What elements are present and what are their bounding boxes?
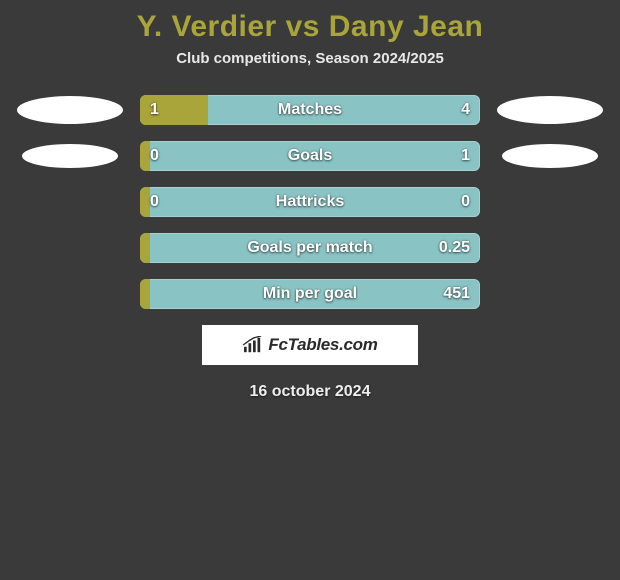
left-badge-slot (0, 234, 140, 262)
left-badge-slot (0, 280, 140, 308)
right-badge-slot (480, 234, 620, 262)
page-title: Y. Verdier vs Dany Jean (0, 0, 620, 50)
bar-right-value: 0.25 (439, 239, 470, 257)
bar-hattricks: 0 Hattricks 0 (140, 187, 480, 217)
bar-right-value: 0 (461, 193, 470, 211)
bar-goals-per-match: Goals per match 0.25 (140, 233, 480, 263)
stat-row: Goals per match 0.25 (0, 233, 620, 263)
bar-label: Goals (288, 147, 332, 165)
bar-fill (140, 233, 150, 263)
stat-row: 0 Goals 1 (0, 141, 620, 171)
bar-right-value: 4 (461, 101, 470, 119)
bar-label: Goals per match (247, 239, 372, 257)
right-badge-slot (480, 188, 620, 216)
title-text: Y. Verdier vs Dany Jean (137, 10, 484, 43)
stat-row: 1 Matches 4 (0, 95, 620, 125)
stat-row: 0 Hattricks 0 (0, 187, 620, 217)
bar-label: Hattricks (276, 193, 344, 211)
bar-goals: 0 Goals 1 (140, 141, 480, 171)
team-badge-right-2 (502, 144, 598, 168)
bar-left-value: 1 (150, 101, 159, 119)
bar-matches: 1 Matches 4 (140, 95, 480, 125)
chart-icon (242, 336, 264, 354)
right-badge-slot (480, 96, 620, 124)
right-badge-slot (480, 142, 620, 170)
bar-label: Min per goal (263, 285, 357, 303)
bar-fill (140, 141, 150, 171)
bar-fill (140, 279, 150, 309)
brand-text: FcTables.com (268, 335, 377, 355)
brand-badge: FcTables.com (202, 325, 418, 365)
stat-row: Min per goal 451 (0, 279, 620, 309)
right-badge-slot (480, 280, 620, 308)
bar-right-value: 451 (443, 285, 470, 303)
date-label: 16 october 2024 (0, 383, 620, 401)
bar-label: Matches (278, 101, 342, 119)
team-badge-left-2 (22, 144, 118, 168)
team-badge-right-1 (497, 96, 603, 124)
team-badge-left-1 (17, 96, 123, 124)
bar-left-value: 0 (150, 193, 159, 211)
bar-right-value: 1 (461, 147, 470, 165)
subtitle: Club competitions, Season 2024/2025 (0, 50, 620, 67)
bar-fill (140, 187, 150, 217)
bar-min-per-goal: Min per goal 451 (140, 279, 480, 309)
left-badge-slot (0, 142, 140, 170)
bar-left-value: 0 (150, 147, 159, 165)
left-badge-slot (0, 96, 140, 124)
left-badge-slot (0, 188, 140, 216)
